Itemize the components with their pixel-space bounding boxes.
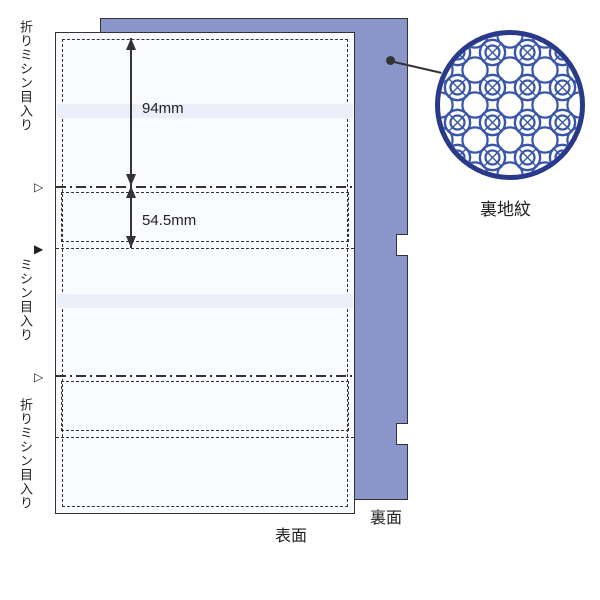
back-notch bbox=[396, 234, 408, 256]
dim-label: 54.5mm bbox=[142, 212, 196, 229]
arrow-down-icon bbox=[126, 236, 136, 248]
arrow-up-icon bbox=[126, 186, 136, 198]
dim-line bbox=[130, 38, 132, 186]
vertical-label: 折りミシン目入り bbox=[16, 20, 35, 132]
perf-frame bbox=[61, 381, 349, 431]
cut-perforation bbox=[56, 248, 354, 249]
dim-label: 94mm bbox=[142, 100, 184, 117]
vertical-label: ミシン目入り bbox=[16, 258, 35, 342]
fold-perforation bbox=[56, 375, 354, 377]
faint-band bbox=[57, 108, 353, 118]
diagram-stage: 表面 裏面 bbox=[0, 0, 600, 600]
arrow-down-icon bbox=[126, 174, 136, 186]
vertical-label: 折りミシン目入り bbox=[16, 398, 35, 510]
caption-back: 裏面 bbox=[370, 504, 402, 528]
arrow-up-icon bbox=[126, 38, 136, 50]
perf-frame bbox=[61, 192, 349, 242]
faint-band bbox=[57, 298, 353, 308]
magnifier-circle bbox=[435, 30, 585, 180]
cut-perforation bbox=[56, 437, 354, 438]
marker-icon: ▷ bbox=[34, 180, 43, 194]
caption-front: 表面 bbox=[275, 522, 307, 546]
back-notch bbox=[396, 423, 408, 445]
marker-icon: ▷ bbox=[34, 370, 43, 384]
pattern-swatch bbox=[440, 35, 580, 175]
magnifier-label: 裏地紋 bbox=[480, 195, 531, 220]
fold-perforation bbox=[56, 186, 354, 188]
marker-icon: ▶ bbox=[34, 242, 43, 256]
